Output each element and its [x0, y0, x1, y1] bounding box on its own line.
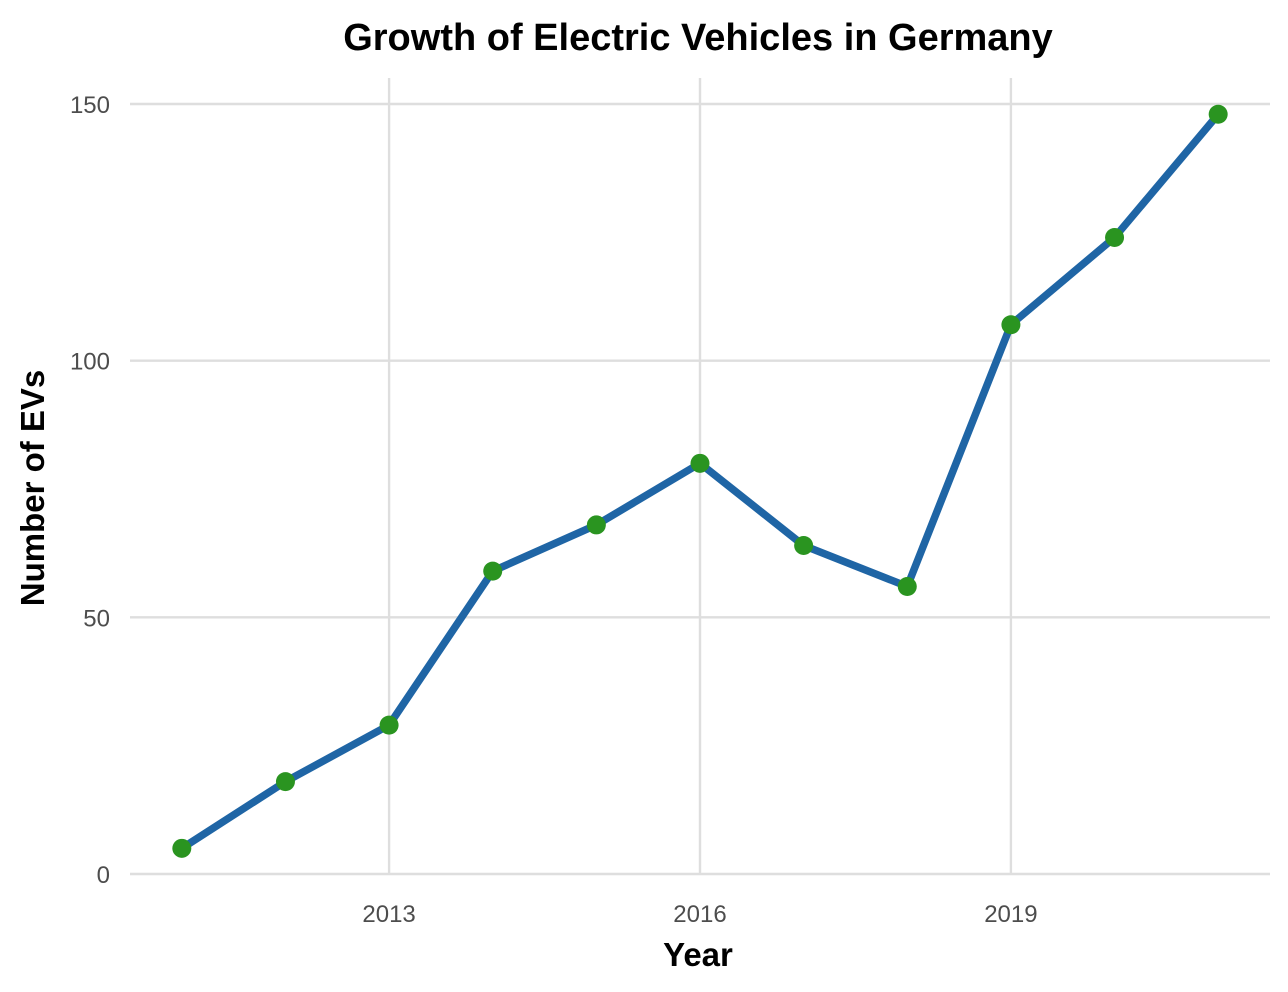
- y-axis-title: Number of EVs: [14, 370, 51, 607]
- data-point: [172, 838, 192, 858]
- y-tick-label: 0: [97, 862, 110, 889]
- data-point: [586, 515, 606, 535]
- data-point: [379, 715, 399, 735]
- y-tick-label: 100: [70, 349, 110, 376]
- y-tick-label: 150: [70, 92, 110, 119]
- data-point: [690, 453, 710, 473]
- data-point: [275, 772, 295, 792]
- x-axis-title: Year: [663, 936, 733, 973]
- data-point: [483, 561, 503, 581]
- chart-title: Growth of Electric Vehicles in Germany: [343, 17, 1053, 59]
- data-point: [1208, 104, 1228, 124]
- tick-labels: 0 50 100 150 2013 2016 2019: [70, 92, 1038, 928]
- markers-layer: [172, 104, 1228, 858]
- data-point: [897, 577, 917, 597]
- data-point: [1001, 315, 1021, 335]
- x-tick-label: 2013: [362, 901, 415, 928]
- y-tick-label: 50: [83, 605, 110, 632]
- data-point: [1105, 227, 1125, 247]
- gridlines: [130, 78, 1270, 876]
- data-point: [794, 535, 814, 555]
- x-tick-label: 2016: [673, 901, 726, 928]
- x-tick-label: 2019: [984, 901, 1037, 928]
